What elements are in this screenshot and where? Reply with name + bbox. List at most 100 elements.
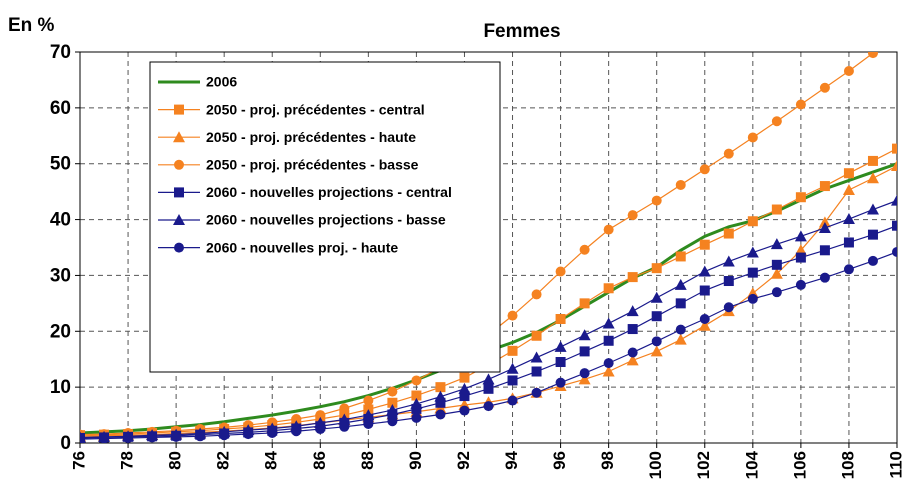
marker <box>411 390 422 401</box>
marker <box>892 220 897 231</box>
marker <box>507 395 518 406</box>
marker <box>578 373 591 385</box>
marker <box>819 245 830 256</box>
marker <box>626 305 639 317</box>
marker <box>675 251 686 262</box>
marker <box>867 255 878 266</box>
marker <box>315 424 326 435</box>
marker <box>482 373 495 385</box>
marker <box>723 228 734 239</box>
marker <box>747 132 758 143</box>
marker <box>80 434 85 443</box>
marker <box>891 194 897 206</box>
legend-label: 2060 - nouvelles proj. - haute <box>206 239 398 255</box>
marker <box>747 293 758 304</box>
marker <box>842 213 855 225</box>
x-tick-label: 98 <box>598 451 617 470</box>
marker <box>173 131 185 143</box>
marker <box>723 302 734 313</box>
marker <box>723 148 734 159</box>
marker <box>674 333 687 345</box>
marker <box>459 372 470 383</box>
marker <box>411 412 422 423</box>
marker <box>819 82 830 93</box>
marker <box>531 289 542 300</box>
marker <box>770 267 783 279</box>
marker <box>99 433 110 443</box>
marker <box>579 244 590 255</box>
marker <box>771 204 782 215</box>
marker <box>699 285 710 296</box>
marker <box>507 345 518 356</box>
marker <box>173 214 185 225</box>
marker <box>578 329 591 341</box>
marker <box>603 335 614 346</box>
x-tick-label: 80 <box>166 451 185 470</box>
marker <box>795 252 806 263</box>
x-tick-label: 104 <box>742 450 761 479</box>
marker <box>555 313 566 324</box>
x-tick-label: 90 <box>406 451 425 470</box>
x-tick-label: 96 <box>550 451 569 470</box>
marker <box>794 230 807 242</box>
marker <box>651 263 662 274</box>
marker <box>698 265 711 277</box>
marker <box>459 405 470 416</box>
marker <box>842 183 855 195</box>
marker <box>195 431 206 442</box>
marker <box>267 427 278 438</box>
marker <box>699 164 710 175</box>
marker <box>891 159 897 171</box>
x-tick-label: 92 <box>454 451 473 470</box>
y-tick-label: 60 <box>50 98 71 119</box>
marker <box>866 203 879 215</box>
marker <box>362 409 375 421</box>
marker <box>818 221 831 233</box>
marker <box>267 417 278 428</box>
marker <box>747 216 758 227</box>
marker <box>174 187 184 198</box>
y-tick-label: 40 <box>50 210 71 231</box>
marker <box>603 283 614 294</box>
marker <box>843 237 854 248</box>
marker <box>746 246 759 258</box>
marker <box>411 403 422 414</box>
marker <box>626 354 639 366</box>
marker <box>243 429 254 440</box>
marker <box>771 116 782 127</box>
marker <box>531 387 542 398</box>
marker <box>174 159 184 170</box>
marker <box>507 375 518 386</box>
marker <box>651 311 662 322</box>
x-tick-label: 94 <box>502 450 521 469</box>
marker <box>892 246 897 257</box>
marker <box>435 397 446 408</box>
marker <box>387 386 398 397</box>
x-tick-label: 100 <box>646 451 665 479</box>
marker <box>171 431 182 442</box>
marker <box>579 346 590 357</box>
marker <box>867 52 878 59</box>
marker <box>219 430 230 441</box>
x-tick-label: 108 <box>838 451 857 479</box>
marker <box>795 192 806 203</box>
marker <box>770 238 783 250</box>
marker <box>771 287 782 298</box>
marker <box>530 351 543 363</box>
legend-label: 2050 - proj. précédentes - haute <box>206 129 416 145</box>
marker <box>435 382 446 393</box>
marker <box>458 382 471 394</box>
marker <box>603 358 614 369</box>
marker <box>363 419 374 430</box>
marker <box>795 99 806 110</box>
y-tick-label: 10 <box>50 377 71 398</box>
y-tick-label: 70 <box>50 42 71 63</box>
legend-label: 2050 - proj. précédentes - basse <box>206 157 419 173</box>
marker <box>579 368 590 379</box>
marker <box>650 345 663 357</box>
marker <box>602 365 615 377</box>
marker <box>675 179 686 190</box>
legend-label: 2060 - nouvelles projections - central <box>206 184 452 200</box>
marker <box>459 391 470 402</box>
